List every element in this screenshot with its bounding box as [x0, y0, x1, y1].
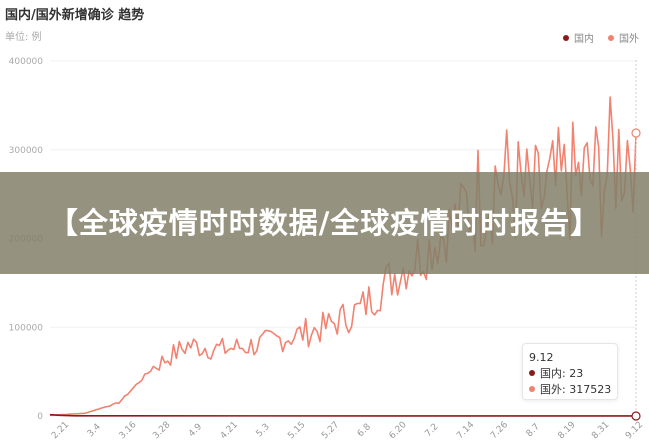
series-domestic-line [49, 413, 637, 417]
svg-text:5.27: 5.27 [320, 420, 341, 441]
unit-label: 单位: 例 [5, 32, 42, 43]
svg-text:5.15: 5.15 [286, 420, 307, 441]
legend-dot-icon [608, 34, 614, 41]
svg-text:4.21: 4.21 [219, 420, 240, 441]
svg-text:100000: 100000 [9, 323, 44, 333]
svg-text:3.4: 3.4 [86, 422, 103, 439]
tooltip-dot-icon [529, 370, 535, 376]
tooltip-date: 9.12 [529, 350, 554, 364]
series-foreign-line [49, 96, 637, 417]
svg-text:8.19: 8.19 [556, 420, 577, 441]
overlay-headline: 【全球疫情时时数据/全球疫情时时报告】 [48, 206, 601, 240]
tooltip-row-foreign: 国外: 317523 [529, 381, 617, 397]
chart-title: 国内/国外新增确诊 趋势 [5, 8, 145, 23]
svg-text:6.20: 6.20 [388, 420, 409, 441]
svg-text:3.16: 3.16 [117, 420, 138, 441]
legend-item-foreign[interactable]: 国外 [608, 30, 639, 45]
title-overlay-banner: 【全球疫情时时数据/全球疫情时时报告】 [0, 172, 649, 274]
svg-text:8.31: 8.31 [590, 420, 611, 441]
tooltip-row-domestic: 国内: 23 [529, 365, 617, 381]
tooltip-value: 国内: 23 [540, 367, 584, 380]
svg-text:4.9: 4.9 [187, 422, 204, 439]
svg-text:0: 0 [37, 412, 43, 422]
highlight-point-foreign [631, 128, 641, 138]
highlight-point-domestic [631, 411, 641, 421]
legend-dot-icon [563, 34, 569, 41]
svg-text:8.7: 8.7 [525, 422, 542, 439]
legend: 国内 国外 [563, 30, 639, 45]
svg-text:7.14: 7.14 [455, 420, 476, 441]
svg-text:6.8: 6.8 [356, 422, 373, 439]
legend-label: 国外 [619, 34, 639, 45]
svg-text:300000: 300000 [9, 146, 44, 156]
tooltip-dot-icon [529, 386, 535, 392]
data-tooltip: 9.12 国内: 23 国外: 317523 [522, 343, 618, 400]
svg-text:7.2: 7.2 [423, 422, 440, 439]
svg-text:400000: 400000 [9, 57, 44, 67]
svg-text:3.28: 3.28 [151, 420, 172, 441]
x-axis: 2.21 3.4 3.16 3.28 4.9 4.21 5.3 5.15 5.27 6.8 6.20… [50, 420, 645, 441]
tooltip-value: 国外: 317523 [540, 383, 612, 396]
svg-text:2.21: 2.21 [50, 420, 71, 441]
legend-label: 国内 [574, 34, 594, 45]
svg-text:7.26: 7.26 [489, 420, 510, 441]
svg-text:5.3: 5.3 [255, 422, 272, 439]
svg-text:9.12: 9.12 [624, 420, 645, 441]
legend-item-domestic[interactable]: 国内 [563, 30, 594, 45]
